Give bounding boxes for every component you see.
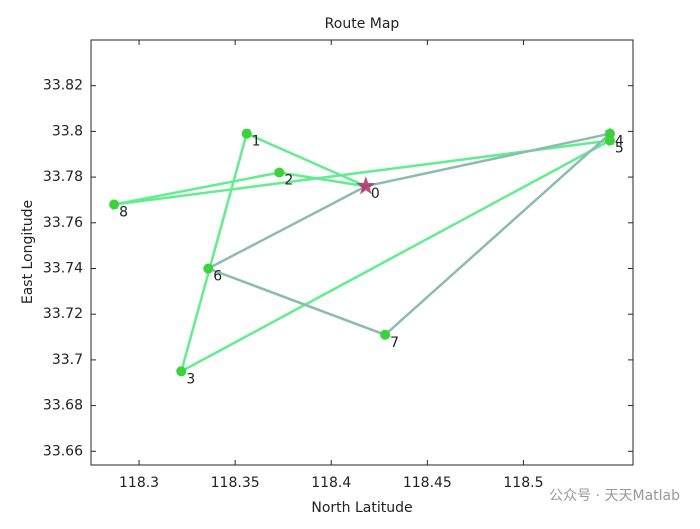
x-axis-label: North Latitude <box>311 500 412 516</box>
depot-marker <box>356 176 376 195</box>
x-tick-label: 118.5 <box>503 475 543 491</box>
x-tick-label: 118.35 <box>211 475 260 491</box>
point-label: 8 <box>119 205 128 221</box>
y-tick-label: 33.82 <box>43 78 83 94</box>
x-tick-label: 118.3 <box>119 475 159 491</box>
point-label: 6 <box>213 268 222 284</box>
point-marker <box>241 128 252 139</box>
point-label: 0 <box>371 186 380 202</box>
y-tick-label: 33.78 <box>43 169 83 185</box>
x-tick-label: 118.4 <box>311 475 351 491</box>
y-tick-label: 33.68 <box>43 398 83 414</box>
watermark: 公众号 · 天天Matlab <box>549 488 680 504</box>
y-tick-label: 33.8 <box>52 123 83 139</box>
point-marker <box>274 167 285 178</box>
point-label: 5 <box>615 141 624 157</box>
y-tick-label: 33.74 <box>43 260 83 276</box>
plot-box <box>90 39 634 466</box>
point-label: 3 <box>186 371 195 387</box>
point-marker <box>176 366 187 377</box>
y-tick-label: 33.66 <box>43 443 83 459</box>
chart-title: Route Map <box>325 16 400 32</box>
x-tick-label: 118.45 <box>403 475 452 491</box>
point-marker <box>604 135 615 146</box>
point-label: 4 <box>615 134 624 150</box>
point-marker <box>604 128 615 139</box>
y-tick-label: 33.72 <box>43 306 83 322</box>
point-label: 2 <box>284 173 293 189</box>
point-marker <box>109 199 120 210</box>
point-marker <box>380 329 391 340</box>
point-label: 1 <box>252 134 261 150</box>
point-marker <box>203 263 214 274</box>
y-axis-label: East Longitude <box>20 200 36 304</box>
y-tick-label: 33.7 <box>52 352 83 368</box>
y-tick-label: 33.76 <box>43 215 83 231</box>
point-label: 7 <box>390 335 399 351</box>
